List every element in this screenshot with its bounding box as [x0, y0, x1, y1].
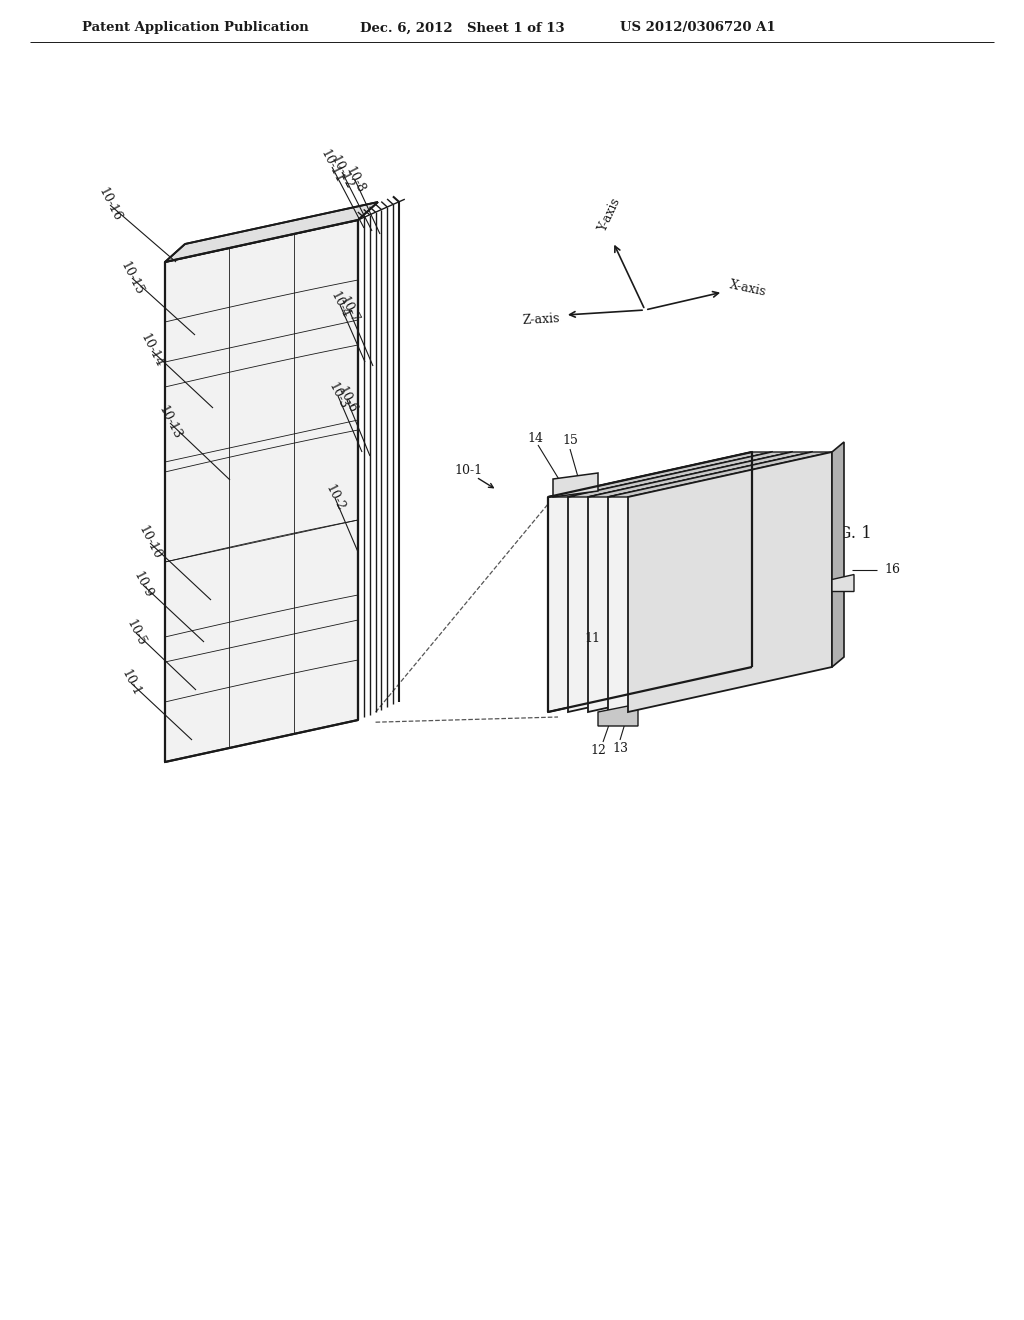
Text: 16: 16 [884, 564, 900, 576]
Text: 10-7: 10-7 [337, 294, 361, 326]
Text: 10-6: 10-6 [335, 384, 359, 416]
Polygon shape [588, 451, 792, 711]
Text: Patent Application Publication: Patent Application Publication [82, 21, 309, 34]
Text: 10-9: 10-9 [131, 569, 156, 601]
Polygon shape [608, 451, 812, 711]
Text: US 2012/0306720 A1: US 2012/0306720 A1 [620, 21, 775, 34]
Polygon shape [568, 451, 792, 498]
Polygon shape [588, 451, 812, 498]
Polygon shape [568, 451, 772, 711]
Text: 10-14: 10-14 [138, 331, 166, 370]
Text: 15: 15 [562, 434, 578, 447]
Text: 10-15: 10-15 [118, 259, 146, 297]
Polygon shape [628, 451, 831, 711]
Text: 10-3: 10-3 [326, 380, 350, 412]
Text: Sheet 1 of 13: Sheet 1 of 13 [467, 21, 564, 34]
Text: 10-2: 10-2 [323, 483, 347, 513]
Polygon shape [548, 451, 772, 498]
Polygon shape [548, 451, 752, 711]
Text: 10-13: 10-13 [156, 404, 184, 442]
Text: 10-12: 10-12 [328, 153, 356, 191]
Polygon shape [831, 574, 854, 591]
Text: 14: 14 [527, 433, 543, 446]
Text: 10-4: 10-4 [328, 289, 352, 321]
Polygon shape [608, 451, 831, 498]
Text: 12: 12 [590, 743, 606, 756]
Text: 10-10: 10-10 [136, 524, 164, 562]
Text: 13: 13 [612, 742, 628, 755]
Text: 10-11: 10-11 [318, 148, 346, 186]
Text: Z-axis: Z-axis [522, 313, 560, 327]
Polygon shape [553, 473, 598, 498]
Text: Dec. 6, 2012: Dec. 6, 2012 [360, 21, 453, 34]
Text: FIG. 1: FIG. 1 [820, 525, 871, 543]
Text: 10-1: 10-1 [454, 463, 482, 477]
Polygon shape [831, 442, 844, 667]
Polygon shape [165, 202, 378, 261]
Text: 10-8: 10-8 [343, 165, 368, 195]
Polygon shape [598, 704, 638, 726]
Text: Y-axis: Y-axis [597, 195, 624, 234]
Polygon shape [165, 220, 358, 762]
Text: 10-16: 10-16 [96, 186, 124, 224]
Text: 11: 11 [584, 632, 600, 645]
Text: X-axis: X-axis [728, 277, 767, 298]
Text: 10-5: 10-5 [124, 618, 148, 648]
Text: 10-1: 10-1 [119, 668, 143, 698]
